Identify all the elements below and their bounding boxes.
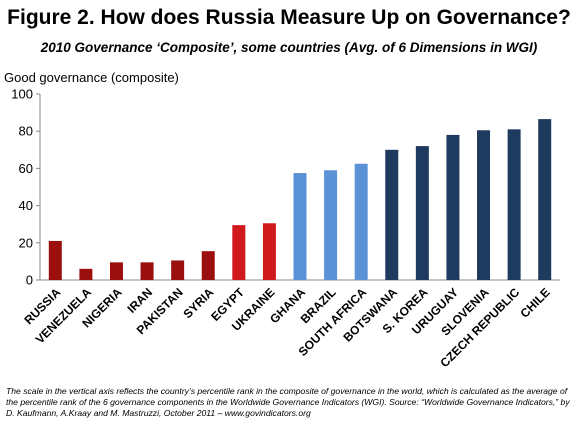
- bar-ukraine: [262, 223, 276, 280]
- y-tick-label: 100: [11, 87, 33, 102]
- bar-nigeria: [109, 262, 123, 280]
- chart-subtitle: 2010 Governance ‘Composite’, some countr…: [40, 40, 538, 55]
- bar-czech-republic: [507, 129, 521, 280]
- y-tick-label: 80: [19, 124, 33, 139]
- bar-botswana: [385, 149, 399, 280]
- y-axis: 0 20 40 60 80 100: [11, 87, 560, 288]
- bar-pakistan: [171, 260, 185, 280]
- y-axis-label: Good governance (composite): [4, 70, 179, 85]
- bar-iran: [140, 262, 154, 280]
- bar-chart: Good governance (composite) 0 20 40 60 80 100…: [4, 70, 560, 370]
- bar-venezuela: [79, 268, 93, 280]
- bar-brazil: [324, 170, 338, 280]
- bar-ghana: [293, 173, 307, 280]
- footnote: The scale in the vertical axis reflects …: [6, 386, 570, 418]
- bar-slovenia: [477, 130, 491, 280]
- bar-s-korea: [415, 146, 429, 280]
- y-tick-label: 0: [26, 273, 33, 288]
- y-tick-label: 20: [19, 235, 33, 250]
- chart-title: Figure 2. How does Russia Measure Up on …: [7, 6, 571, 29]
- y-tick-label: 60: [19, 161, 33, 176]
- bar-uruguay: [446, 134, 460, 280]
- bar-syria: [201, 251, 215, 280]
- bar-russia: [48, 240, 62, 280]
- bar-chile: [538, 119, 552, 280]
- y-tick-label: 40: [19, 198, 33, 213]
- bar-egypt: [232, 225, 246, 280]
- bars: [48, 119, 552, 280]
- bar-south-africa: [354, 163, 368, 280]
- x-tick-label: CHILE: [517, 285, 552, 320]
